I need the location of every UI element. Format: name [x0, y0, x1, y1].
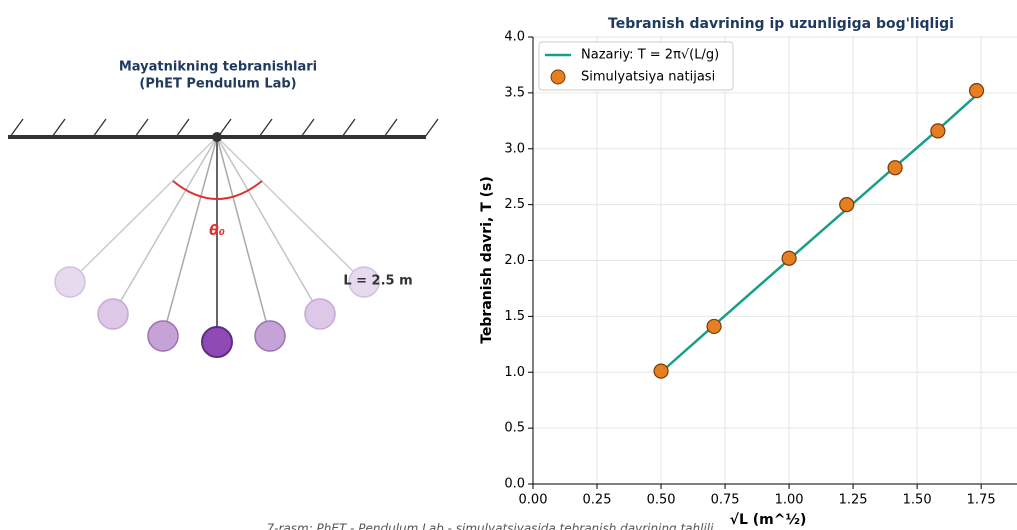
x-tick-label: 1.50 — [903, 493, 932, 508]
y-tick-label: 0.0 — [504, 477, 525, 492]
x-tick-label: 1.75 — [967, 493, 996, 508]
x-tick-label: 0.75 — [711, 493, 740, 508]
y-axis-label: Tebranish davri, T (s) — [479, 176, 495, 344]
legend-label: Simulyatsiya natijasi — [581, 70, 715, 85]
y-tick-label: 4.0 — [504, 30, 525, 45]
x-tick-label: 0.00 — [519, 493, 548, 508]
pivot — [212, 132, 222, 142]
chart-title: Tebranish davrining ip uzunligiga bog'li… — [608, 16, 954, 32]
data-point — [931, 124, 945, 138]
diagram-title: Mayatnikning tebranishlari — [119, 60, 317, 75]
y-tick-label: 3.0 — [504, 141, 525, 156]
y-tick-label: 1.0 — [504, 365, 525, 380]
hatching — [10, 119, 438, 137]
length-label: L = 2.5 m — [343, 274, 412, 289]
y-tick-label: 0.5 — [504, 421, 525, 436]
diagram-subtitle: (PhET Pendulum Lab) — [139, 77, 296, 92]
y-tick-label: 3.5 — [504, 85, 525, 100]
legend-label: Nazariy: T = 2π√(L/g) — [581, 48, 719, 63]
x-tick-label: 1.00 — [775, 493, 804, 508]
angle-label: θ₀ — [209, 223, 225, 239]
legend-swatch — [551, 70, 565, 84]
pendulum-diagram: Mayatnikning tebranishlari (PhET Pendulu… — [8, 60, 438, 358]
x-tick-label: 0.25 — [583, 493, 612, 508]
x-tick-label: 0.50 — [647, 493, 676, 508]
y-tick-label: 2.0 — [504, 253, 525, 268]
x-axis-label: √L (m^½) — [730, 512, 807, 528]
data-point — [707, 319, 721, 333]
y-tick-label: 1.5 — [504, 309, 525, 324]
y-tick-label: 2.5 — [504, 197, 525, 212]
data-point — [840, 198, 854, 212]
data-point — [888, 161, 902, 175]
caption: 7-rasm: PhET - Pendulum Lab - simulyatsi… — [267, 522, 715, 530]
x-tick-label: 1.25 — [839, 493, 868, 508]
data-point — [654, 364, 668, 378]
figure: Mayatnikning tebranishlari (PhET Pendulu… — [0, 0, 1017, 530]
data-point — [970, 84, 984, 98]
data-point — [782, 251, 796, 265]
